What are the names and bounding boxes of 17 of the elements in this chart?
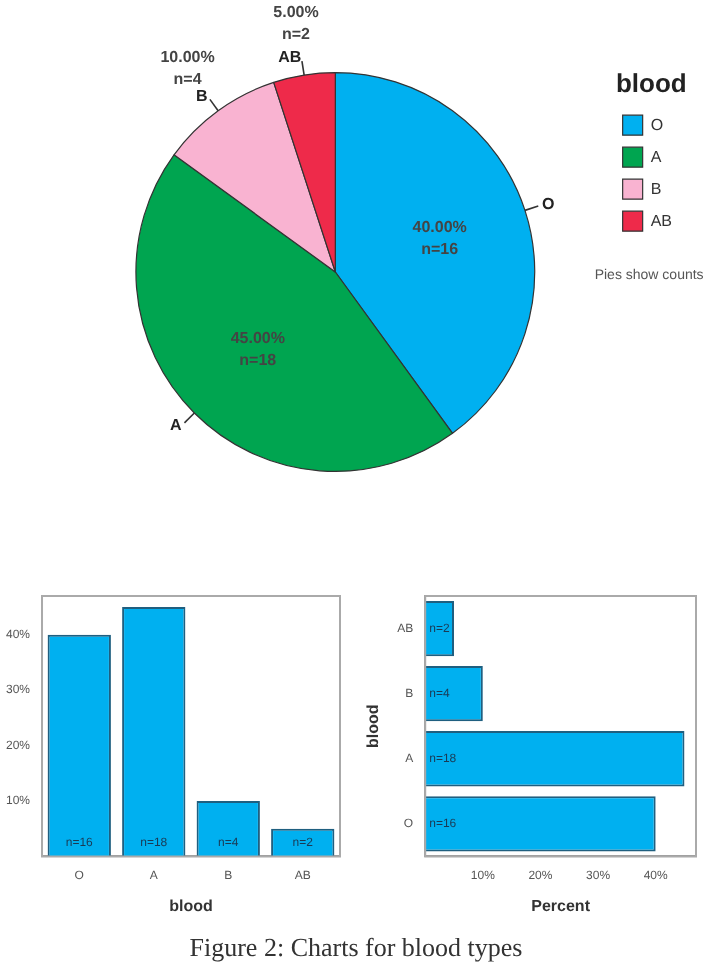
legend-label: O	[650, 115, 664, 134]
x-axis-title: Percent	[531, 896, 591, 915]
data-label: 40.00% n=16	[412, 217, 467, 258]
x-axis-title: blood	[169, 896, 213, 915]
data-label: 5.00% n=2	[273, 3, 319, 44]
legend-label: A	[650, 147, 663, 166]
slice-label: O	[542, 195, 555, 214]
data-label: 45.00% n=18	[230, 328, 285, 369]
legend-label: AB	[650, 211, 672, 230]
slice-label: A	[170, 416, 183, 435]
caption: Figure 2: Charts for blood types	[187, 932, 525, 964]
legend-label: B	[650, 179, 662, 198]
legend-title: blood	[615, 68, 687, 99]
slice-label: AB	[278, 47, 302, 66]
data-label: 10.00% n=4	[160, 48, 215, 89]
y-axis-title: blood	[364, 704, 383, 748]
slice-label: B	[195, 86, 208, 105]
